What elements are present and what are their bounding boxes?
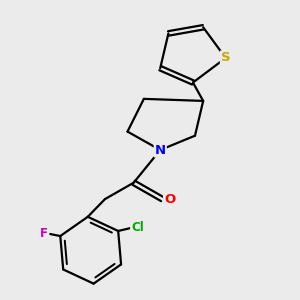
Text: N: N (155, 143, 166, 157)
Text: Cl: Cl (131, 221, 144, 234)
Text: S: S (221, 52, 230, 64)
Text: O: O (164, 193, 175, 206)
Text: F: F (40, 227, 48, 241)
